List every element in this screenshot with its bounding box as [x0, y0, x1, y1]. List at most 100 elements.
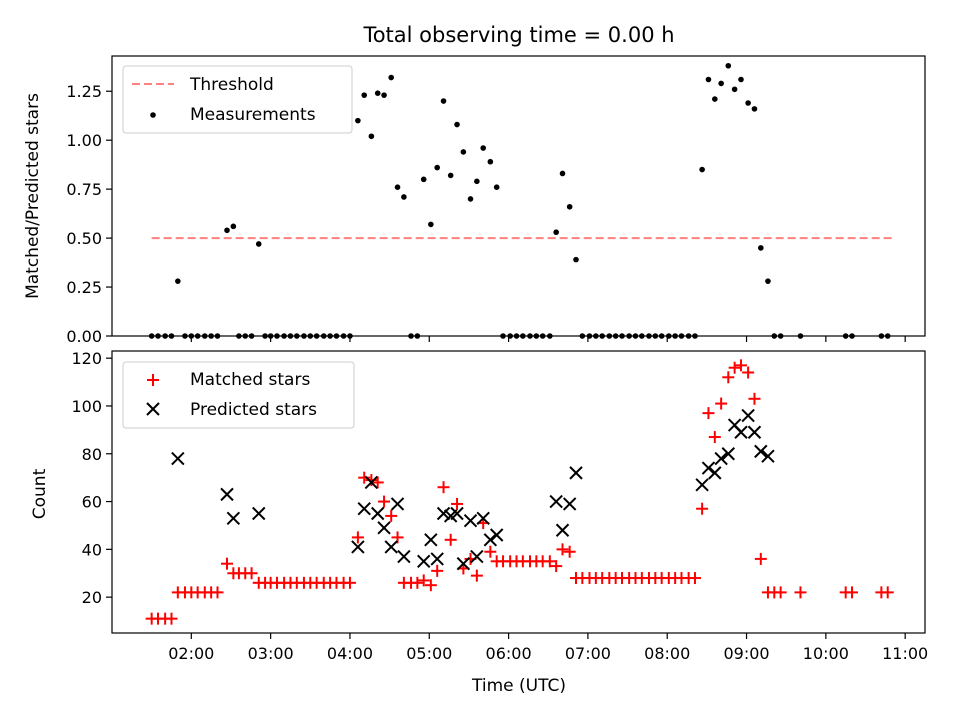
predicted-stars-point — [463, 513, 478, 528]
threshold-legend-label: Threshold — [189, 75, 274, 95]
predicted-stars-point-d2 — [549, 494, 563, 509]
predicted-stars-point — [384, 540, 398, 554]
matched-stars-point — [470, 569, 483, 582]
predicted-stars-point-d2 — [734, 425, 748, 439]
predicted-stars-point — [377, 521, 391, 535]
predicted-stars-point — [695, 478, 709, 492]
matched-stars-point — [702, 407, 715, 420]
top-y-tick-label: 0.50 — [66, 229, 102, 248]
matched-stars-point — [708, 431, 721, 444]
matched-stars-point — [484, 545, 497, 558]
predicted-stars-point — [364, 475, 379, 490]
bottom-y-tick-label: 60 — [82, 493, 102, 512]
top-y-tick-label: 0.75 — [66, 180, 102, 199]
measurements-point — [368, 133, 375, 140]
x-tick-label: 03:00 — [248, 644, 294, 663]
predicted-stars-point-d2 — [397, 549, 411, 564]
matched-stars-point — [245, 567, 258, 580]
matched-stars-point — [846, 586, 859, 599]
matched-stars-point — [794, 586, 807, 599]
predicted-stars-point — [371, 506, 385, 521]
measurements-point — [381, 92, 387, 98]
top-y-ticks: 0.00 0.25 0.50 0.75 1.00 1.25 — [66, 82, 112, 346]
predicted-stars-point — [701, 461, 716, 475]
bottom-plot-frame — [111, 350, 926, 634]
measurements-point — [428, 221, 434, 228]
predicted-stars-point-d2 — [417, 554, 431, 569]
bottom-y-tick-label: 40 — [82, 540, 102, 559]
matched-stars-point — [556, 543, 569, 556]
predicted-stars-point — [489, 528, 504, 542]
measurements-point — [559, 170, 566, 177]
matched-stars-point — [734, 359, 747, 372]
top-y-tick-label: 1.00 — [66, 131, 102, 150]
matched-stars-point — [696, 502, 709, 515]
predicted-stars-point — [714, 451, 728, 466]
predicted-stars-point-d2 — [708, 466, 722, 480]
measurements-point — [553, 229, 559, 236]
predicted-stars-point-d2 — [430, 552, 444, 566]
x-tick-label: 06:00 — [486, 644, 532, 663]
predicted-stars-point-d2 — [384, 540, 398, 554]
bottom-y-axis-label: Count — [30, 468, 50, 519]
measurements-point — [230, 223, 237, 230]
matched-stars-point — [365, 474, 378, 487]
predicted-stars-point-d2 — [747, 425, 762, 439]
predicted-stars-point — [761, 449, 775, 463]
measurements-point — [712, 96, 718, 102]
predicted-stars-point — [171, 451, 185, 466]
bottom-y-tick-label: 120 — [71, 349, 102, 368]
predicted-stars-point-d2 — [727, 418, 742, 432]
predicted-stars-point — [562, 497, 577, 511]
bottom-y-tick-label: 100 — [71, 397, 102, 416]
top-y-tick-label: 0.00 — [66, 327, 102, 346]
matched-stars-point — [444, 533, 457, 546]
measurements-point — [745, 100, 751, 106]
bottom-y-tick-label: 80 — [82, 445, 102, 464]
top-legend-box — [122, 65, 353, 134]
matched-legend-label: Matched stars — [190, 370, 310, 390]
matched-stars-point — [437, 481, 450, 494]
measurements-legend-label: Measurements — [190, 105, 316, 125]
predicted-stars-point-d2 — [463, 513, 478, 528]
bottom-y-tick-label: 20 — [82, 588, 102, 607]
measurements-point — [388, 74, 394, 81]
predicted-stars-point — [708, 466, 722, 480]
predicted-stars-point — [470, 549, 484, 564]
predicted-stars-point-d2 — [476, 511, 490, 525]
top-legend: Threshold Measurements — [122, 65, 353, 134]
measurements-point — [718, 80, 724, 87]
predicted-stars-point — [741, 408, 755, 423]
predicted-legend-label: Predicted stars — [190, 400, 317, 420]
measurements-point — [765, 278, 771, 284]
bottom-y-ticks: 20 40 60 80 100 120 — [71, 349, 112, 607]
predicted-stars-point — [220, 487, 234, 502]
top-marks — [148, 62, 892, 339]
matched-stars-point — [358, 471, 371, 484]
predicted-stars-point — [430, 552, 444, 566]
matched-stars-point — [417, 574, 430, 587]
predicted-stars-point — [357, 502, 371, 516]
predicted-stars-point-d2 — [364, 475, 379, 490]
predicted-stars-point — [424, 533, 438, 547]
predicted-stars-point-d2 — [555, 523, 570, 537]
predicted-stars-point-d2 — [741, 408, 755, 423]
predicted-stars-point — [390, 497, 405, 511]
matched-stars-point — [411, 576, 424, 589]
measurements-point — [374, 90, 381, 97]
bottom-legend-box — [122, 361, 355, 429]
predicted-stars-point-d2 — [171, 451, 185, 466]
x-tick-label: 07:00 — [565, 644, 611, 663]
predicted-stars-point — [476, 511, 490, 525]
predicted-stars-point — [754, 444, 768, 459]
predicted-stars-point-d2 — [721, 447, 736, 461]
measurements-point — [493, 184, 500, 190]
measurements-point — [487, 158, 494, 165]
matched-stars-point — [550, 560, 563, 573]
measurements-point — [361, 92, 368, 98]
measurements-point — [705, 76, 712, 83]
predicted-stars-point — [549, 494, 563, 509]
matched-stars-point — [688, 572, 701, 585]
predicted-stars-point-d2 — [754, 444, 768, 459]
